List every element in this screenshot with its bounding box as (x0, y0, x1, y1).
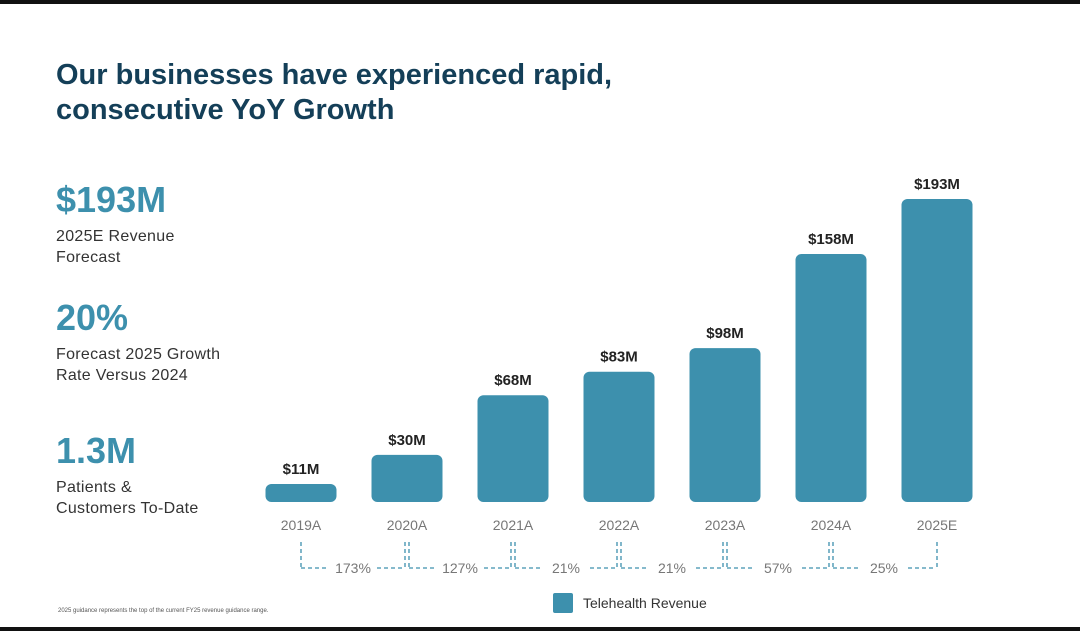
category-label-2021A: 2021A (493, 517, 534, 533)
growth-label: 127% (442, 560, 478, 576)
growth-label: 57% (764, 560, 792, 576)
data-label-2020A: $30M (388, 432, 426, 449)
stat-label-line-1: Forecast 2025 Growth (56, 346, 221, 363)
footnote: 2025 guidance represents the top of the … (58, 608, 269, 614)
growth-label: 21% (658, 560, 686, 576)
category-label-2024A: 2024A (811, 517, 852, 533)
stat-revenue-forecast: $193M 2025E Revenue Forecast (56, 180, 276, 268)
stat-label: 2025E Revenue Forecast (56, 226, 276, 268)
stat-label-line-2: Rate Versus 2024 (56, 367, 188, 384)
stat-label-line-1: Patients & (56, 479, 132, 496)
stat-label: Patients & Customers To-Date (56, 477, 276, 519)
bar-2019A (265, 484, 337, 502)
bar-2023A (689, 348, 761, 502)
top-border (0, 0, 1080, 4)
data-label-2025E: $193M (914, 176, 960, 193)
bar-2020A (371, 454, 443, 502)
data-label-2021A: $68M (494, 372, 532, 389)
title-line-1: Our businesses have experienced rapid, (56, 59, 613, 91)
stat-growth-rate: 20% Forecast 2025 Growth Rate Versus 202… (56, 298, 276, 386)
category-label-2019A: 2019A (281, 517, 322, 533)
bar-2022A (583, 371, 655, 502)
growth-label: 21% (552, 560, 580, 576)
stat-value: $193M (56, 179, 167, 220)
bar-2025E (901, 199, 973, 502)
legend-swatch (553, 593, 573, 613)
bar-2021A (477, 395, 549, 502)
category-label-2020A: 2020A (387, 517, 428, 533)
stat-label: Forecast 2025 Growth Rate Versus 2024 (56, 344, 276, 386)
title-line-2: consecutive YoY Growth (56, 94, 395, 126)
growth-label: 173% (335, 560, 371, 576)
legend-label: Telehealth Revenue (583, 595, 707, 611)
stat-label-line-1: 2025E Revenue (56, 228, 175, 245)
category-label-2022A: 2022A (599, 517, 640, 533)
stat-label-line-2: Customers To-Date (56, 500, 199, 517)
bottom-border (0, 627, 1080, 631)
category-label-2025E: 2025E (917, 517, 957, 533)
page-title: Our businesses have experienced rapid, c… (56, 58, 756, 128)
bar-2024A (795, 253, 867, 502)
stat-label-line-2: Forecast (56, 249, 121, 266)
stat-value: 20% (56, 297, 129, 338)
data-label-2023A: $98M (706, 325, 744, 342)
chart-legend: Telehealth Revenue (553, 593, 707, 613)
category-label-2023A: 2023A (705, 517, 746, 533)
data-label-2024A: $158M (808, 231, 854, 248)
stat-patients: 1.3M Patients & Customers To-Date (56, 431, 276, 519)
growth-label: 25% (870, 560, 898, 576)
stat-value: 1.3M (56, 430, 137, 471)
data-label-2019A: $11M (283, 461, 320, 478)
data-label-2022A: $83M (600, 349, 638, 366)
